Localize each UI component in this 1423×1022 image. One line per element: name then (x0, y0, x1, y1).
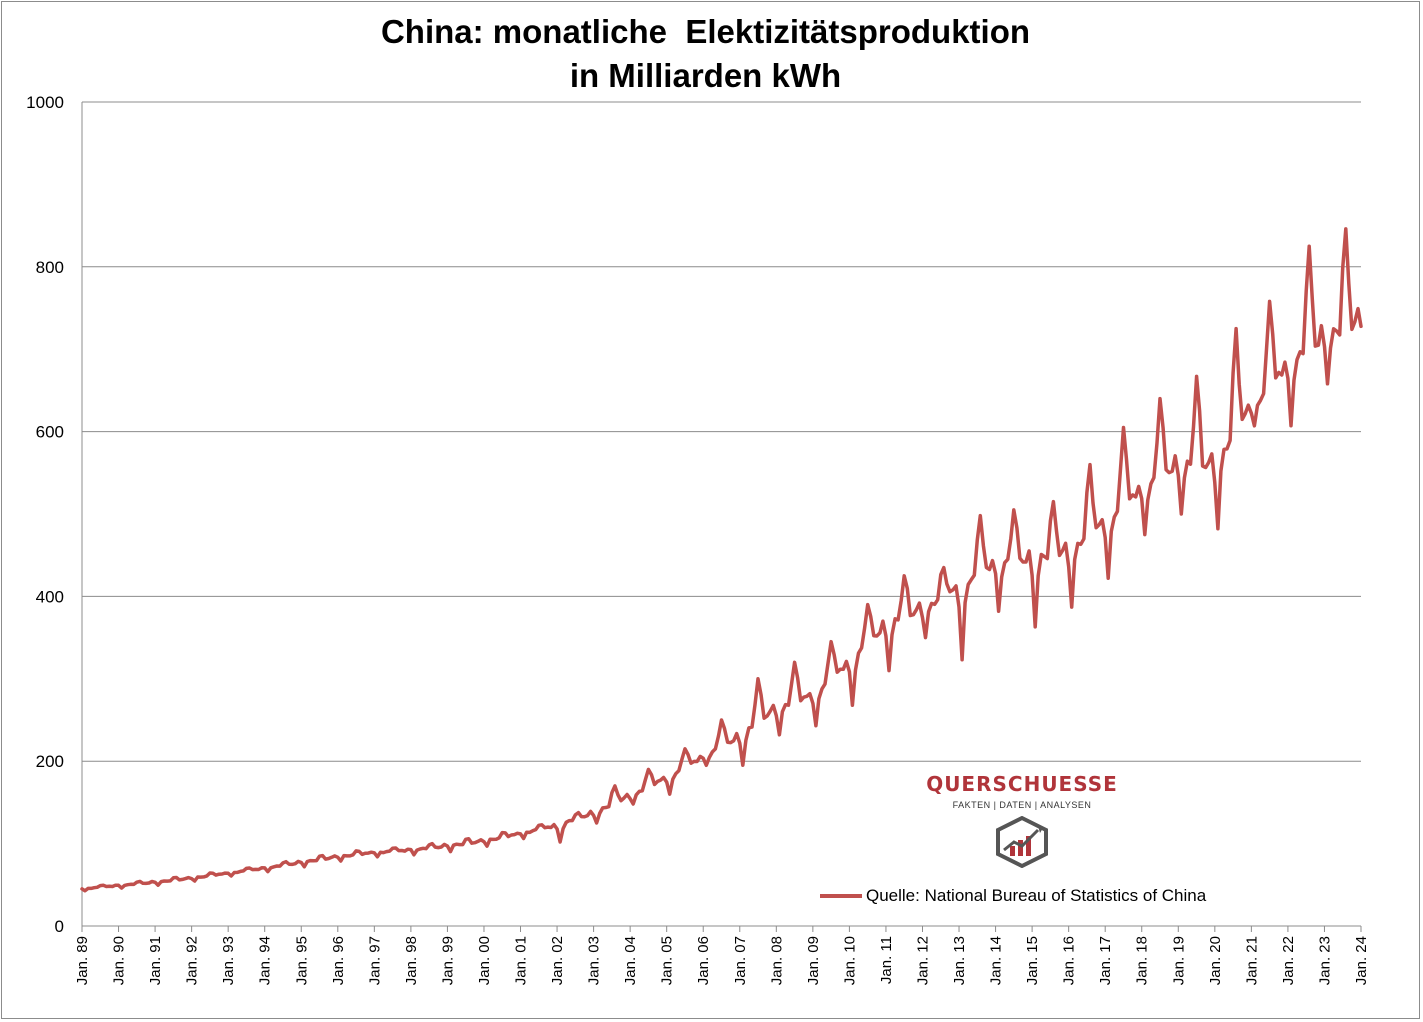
hexagon-chart-icon (996, 816, 1048, 868)
x-tick-label: Jan. 93 (220, 936, 237, 985)
x-tick-label: Jan. 12 (914, 936, 931, 985)
x-tick-label: Jan. 13 (951, 936, 968, 985)
y-tick-label: 400 (36, 587, 64, 606)
legend-line-swatch (820, 894, 862, 898)
x-tick-label: Jan. 08 (768, 936, 785, 985)
y-tick-label: 1000 (26, 93, 64, 112)
y-tick-label: 800 (36, 258, 64, 277)
x-tick-label: Jan. 94 (257, 936, 274, 985)
x-tick-label: Jan. 09 (805, 936, 822, 985)
x-tick-label: Jan. 03 (586, 936, 603, 985)
chart-title-line-1: China: monatliche Elektizitätsproduktion (380, 13, 1031, 50)
legend-label: Quelle: National Bureau of Statistics of… (866, 886, 1207, 905)
x-tick-label: Jan. 10 (841, 936, 858, 985)
x-tick-label: Jan. 23 (1316, 936, 1333, 985)
x-tick-label: Jan. 98 (403, 936, 420, 985)
x-tick-label: Jan. 90 (111, 936, 128, 985)
x-tick-label: Jan. 89 (74, 936, 91, 985)
chart-title-line-2: in Milliarden kWh (569, 57, 842, 94)
x-tick-label: Jan. 05 (659, 936, 676, 985)
x-tick-label: Jan. 15 (1024, 936, 1041, 985)
x-tick-label: Jan. 14 (988, 936, 1005, 985)
x-tick-label: Jan. 99 (439, 936, 456, 985)
x-tick-label: Jan. 06 (695, 936, 712, 985)
x-tick-label: Jan. 01 (513, 936, 530, 985)
x-tick-label: Jan. 24 (1353, 936, 1370, 985)
series-line (80, 227, 1363, 893)
y-tick-label: 200 (36, 752, 64, 771)
x-tick-label: Jan. 17 (1097, 936, 1114, 985)
x-tick-label: Jan. 19 (1170, 936, 1187, 985)
x-tick-label: Jan. 97 (366, 936, 383, 985)
querschuesse-logo: QUERSCHUESSE FAKTEN | DATEN | ANALYSEN (922, 772, 1122, 868)
x-tick-label: Jan. 21 (1243, 936, 1260, 985)
logo-tagline: FAKTEN | DATEN | ANALYSEN (952, 800, 1092, 810)
chart-legend: Quelle: National Bureau of Statistics of… (820, 884, 1206, 908)
x-tick-label: Jan. 18 (1134, 936, 1151, 985)
logo-wordmark: QUERSCHUESSE (926, 772, 1118, 796)
y-tick-label: 600 (36, 423, 64, 442)
y-tick-label: 0 (55, 917, 64, 936)
x-tick-label: Jan. 20 (1207, 936, 1224, 985)
x-tick-label: Jan. 00 (476, 936, 493, 985)
x-tick-label: Jan. 96 (330, 936, 347, 985)
x-tick-label: Jan. 95 (293, 936, 310, 985)
x-tick-label: Jan. 92 (184, 936, 201, 985)
x-tick-label: Jan. 04 (622, 936, 639, 985)
x-tick-label: Jan. 91 (147, 936, 164, 985)
x-tick-label: Jan. 16 (1061, 936, 1078, 985)
x-tick-label: Jan. 07 (732, 936, 749, 985)
x-tick-label: Jan. 02 (549, 936, 566, 985)
chart-title: China: monatliche Elektizitätsproduktion… (0, 10, 1411, 98)
x-tick-label: Jan. 11 (878, 936, 895, 984)
x-tick-label: Jan. 22 (1280, 936, 1297, 985)
